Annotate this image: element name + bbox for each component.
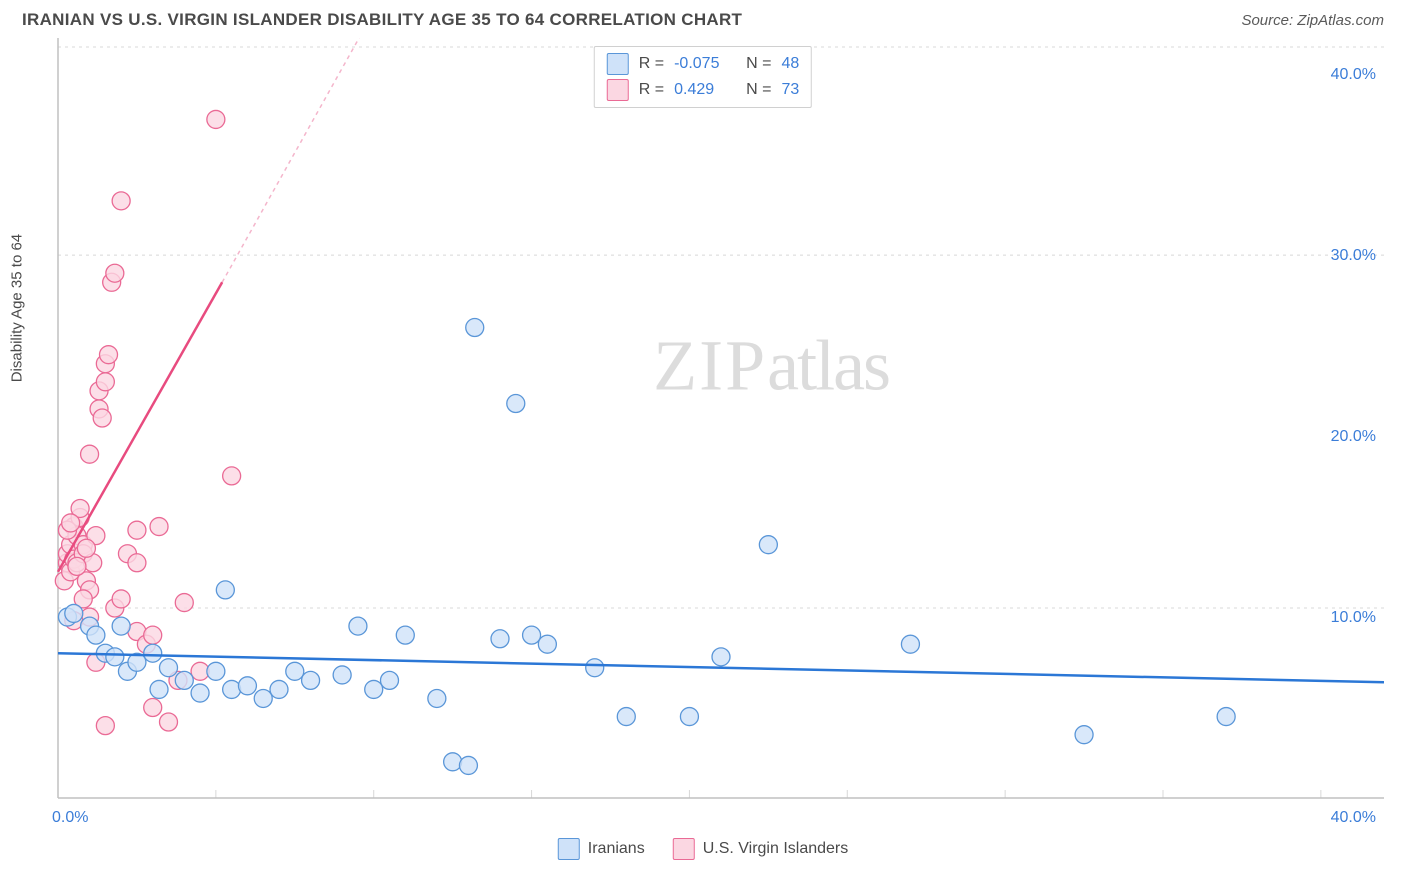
data-point (459, 756, 477, 774)
legend-row: R = 0.429 N = 73 (607, 77, 799, 103)
legend-label: Iranians (588, 840, 645, 858)
data-point (254, 689, 272, 707)
data-point (1217, 708, 1235, 726)
data-point (223, 680, 241, 698)
data-point (144, 699, 162, 717)
data-point (491, 630, 509, 648)
n-value: 48 (781, 55, 799, 73)
data-point (444, 753, 462, 771)
data-point (238, 677, 256, 695)
data-point (62, 514, 80, 532)
data-point (538, 635, 556, 653)
r-value: 0.429 (674, 81, 736, 99)
data-point (302, 671, 320, 689)
y-tick-label: 10.0% (1331, 609, 1376, 626)
n-value: 73 (781, 81, 799, 99)
data-point (466, 319, 484, 337)
data-point (680, 708, 698, 726)
x-tick-label: 40.0% (1331, 809, 1376, 826)
data-point (81, 445, 99, 463)
data-point (175, 671, 193, 689)
y-tick-label: 40.0% (1331, 66, 1376, 83)
data-point (87, 626, 105, 644)
data-point (96, 373, 114, 391)
y-axis-label: Disability Age 35 to 64 (9, 234, 26, 382)
scatter-chart: 10.0% 20.0% 30.0% 40.0% 0.0% 40.0% (22, 38, 1384, 828)
trend-line-extension (222, 38, 389, 282)
data-point (106, 648, 124, 666)
data-point (523, 626, 541, 644)
data-point (333, 666, 351, 684)
r-label: R = (639, 81, 664, 99)
data-point (93, 409, 111, 427)
data-point (128, 554, 146, 572)
data-point (112, 192, 130, 210)
r-value: -0.075 (674, 55, 736, 73)
data-point (191, 684, 209, 702)
data-point (349, 617, 367, 635)
n-label: N = (746, 81, 771, 99)
legend-swatch (607, 79, 629, 101)
r-label: R = (639, 55, 664, 73)
data-point (150, 518, 168, 536)
x-tick-label: 0.0% (52, 809, 88, 826)
data-point (381, 671, 399, 689)
chart-source: Source: ZipAtlas.com (1241, 12, 1384, 29)
data-point (100, 346, 118, 364)
data-point (712, 648, 730, 666)
data-point (175, 594, 193, 612)
data-point (207, 662, 225, 680)
chart-container: Disability Age 35 to 64 10.0%20.0%30.0%4… (22, 38, 1384, 858)
data-point (96, 717, 114, 735)
data-point (144, 644, 162, 662)
data-point (507, 395, 525, 413)
n-label: N = (746, 55, 771, 73)
data-point (586, 659, 604, 677)
data-point (270, 680, 288, 698)
chart-title: IRANIAN VS U.S. VIRGIN ISLANDER DISABILI… (22, 10, 742, 30)
legend-swatch (558, 838, 580, 860)
legend-item: U.S. Virgin Islanders (673, 838, 849, 860)
data-point (68, 557, 86, 575)
data-point (160, 713, 178, 731)
data-point (128, 521, 146, 539)
y-tick-label: 30.0% (1331, 247, 1376, 264)
data-point (112, 617, 130, 635)
data-point (77, 539, 95, 557)
series-legend: Iranians U.S. Virgin Islanders (558, 838, 848, 860)
legend-swatch (673, 838, 695, 860)
data-point (428, 689, 446, 707)
y-tick-label: 20.0% (1331, 428, 1376, 445)
data-point (150, 680, 168, 698)
data-point (112, 590, 130, 608)
legend-label: U.S. Virgin Islanders (703, 840, 849, 858)
data-point (65, 604, 83, 622)
data-point (396, 626, 414, 644)
chart-header: IRANIAN VS U.S. VIRGIN ISLANDER DISABILI… (0, 0, 1406, 38)
data-point (617, 708, 635, 726)
data-point (223, 467, 241, 485)
data-point (144, 626, 162, 644)
data-point (106, 264, 124, 282)
data-point (1075, 726, 1093, 744)
data-point (216, 581, 234, 599)
data-point (207, 110, 225, 128)
legend-swatch (607, 53, 629, 75)
legend-row: R = -0.075 N = 48 (607, 51, 799, 77)
data-point (160, 659, 178, 677)
data-point (901, 635, 919, 653)
data-point (365, 680, 383, 698)
data-point (759, 536, 777, 554)
legend-item: Iranians (558, 838, 645, 860)
data-point (286, 662, 304, 680)
correlation-legend: R = -0.075 N = 48 R = 0.429 N = 73 (594, 46, 812, 108)
